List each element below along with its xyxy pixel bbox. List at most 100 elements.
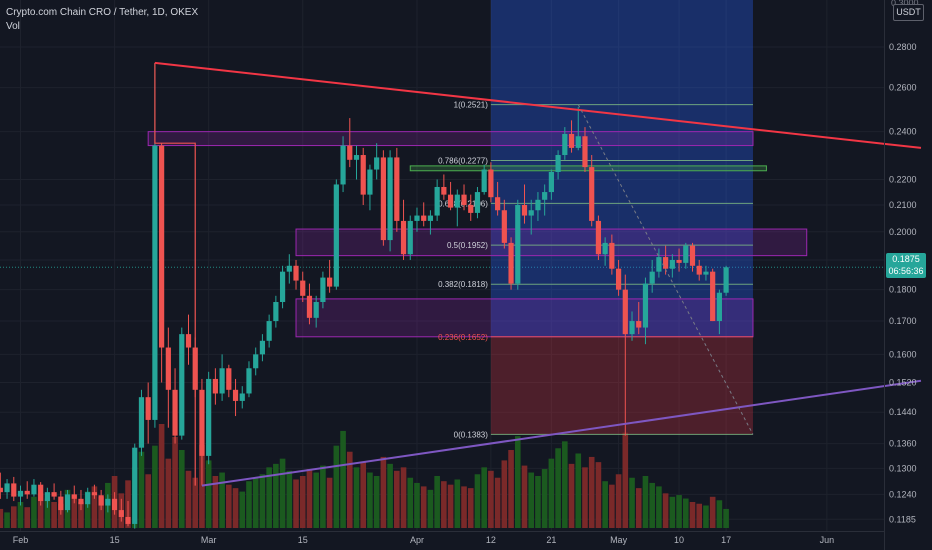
candle-body xyxy=(125,516,131,524)
time-tick-label: Mar xyxy=(201,535,217,545)
pump-connector-line[interactable] xyxy=(154,62,196,486)
time-tick-label: 10 xyxy=(674,535,684,545)
candle-body xyxy=(353,155,360,160)
volume-bar xyxy=(629,477,635,528)
candle-body xyxy=(206,378,212,456)
candle-body xyxy=(447,194,454,208)
candle-body xyxy=(508,242,514,284)
candle-body xyxy=(669,259,675,269)
upper-zone[interactable] xyxy=(147,131,754,147)
candle-body xyxy=(589,167,595,221)
volume-bar xyxy=(44,498,51,528)
position-tool[interactable] xyxy=(490,0,753,435)
candle-body xyxy=(622,289,628,335)
time-axis[interactable]: Feb 15 Mar 15 Apr 12 21 May 10 17 Jun xyxy=(13,535,834,545)
price-tick-label: 0.1800 xyxy=(889,285,917,295)
candle-body xyxy=(387,157,393,241)
candle-body xyxy=(118,510,124,517)
candle-body xyxy=(279,271,286,303)
candle-body xyxy=(562,133,568,156)
volume-bar xyxy=(232,488,239,528)
volume-bar xyxy=(635,488,642,528)
symbol-title[interactable]: Crypto.com Chain CRO / Tether, 1D, OKEX xyxy=(6,7,199,18)
candle-body xyxy=(427,215,434,221)
volume-bar xyxy=(514,436,521,528)
volume-bar xyxy=(212,476,219,528)
candle-body xyxy=(159,145,165,348)
volume-bar xyxy=(562,441,568,528)
candle-body xyxy=(374,157,380,170)
volume-bar xyxy=(367,472,373,528)
volume-bar xyxy=(98,496,104,528)
volume-bar xyxy=(602,481,608,528)
price-tick-label: 0.1360 xyxy=(889,439,917,449)
candle-body xyxy=(132,447,138,524)
volume-bar xyxy=(434,476,440,528)
candle-body xyxy=(259,340,266,355)
volume-bar xyxy=(266,467,272,528)
volume-bar xyxy=(192,477,199,528)
candle-body xyxy=(111,498,118,511)
resistance-trendline[interactable] xyxy=(154,61,922,149)
candle-body xyxy=(602,242,608,255)
volume-bar xyxy=(394,470,400,528)
volume-bar xyxy=(165,458,172,528)
time-tick-label: Feb xyxy=(13,535,29,545)
volume-bars xyxy=(0,424,729,528)
volume-legend-label[interactable]: Vol xyxy=(6,21,20,32)
last-price-value: 0.1875 xyxy=(892,254,920,264)
candle-body xyxy=(286,265,292,272)
volume-bar xyxy=(91,486,98,528)
candle-body xyxy=(58,496,64,511)
volume-bar xyxy=(299,476,306,528)
candle-body xyxy=(360,155,366,195)
candle-body xyxy=(24,490,30,495)
candle-body xyxy=(226,368,232,390)
fib-level-label: 0.382(0.1818) xyxy=(438,280,488,289)
candle-body xyxy=(367,169,373,195)
candle-body xyxy=(407,220,413,255)
volume-bar xyxy=(239,491,246,528)
time-tick-label: 17 xyxy=(721,535,731,545)
volume-bar xyxy=(51,502,57,528)
volume-bar xyxy=(138,451,145,528)
lower-zone[interactable] xyxy=(295,298,754,338)
volume-bar xyxy=(353,467,360,528)
currency-unit-button[interactable]: USDT xyxy=(893,4,924,21)
volume-bar xyxy=(152,445,158,528)
candle-body xyxy=(293,265,299,281)
candle-body xyxy=(656,257,662,272)
trendlines[interactable] xyxy=(154,61,922,487)
candle-body xyxy=(501,210,507,243)
volume-bar xyxy=(326,477,333,528)
position-stop-area[interactable] xyxy=(490,336,753,435)
volume-bar xyxy=(37,493,44,528)
fib-diagonal-trendline[interactable] xyxy=(577,104,754,435)
thin-zone[interactable] xyxy=(409,165,767,172)
volume-bar xyxy=(185,470,192,528)
candle-body xyxy=(179,334,185,436)
candle-body xyxy=(51,492,57,497)
volume-bar xyxy=(494,477,501,528)
candle-body xyxy=(495,197,501,211)
candle-body xyxy=(703,271,709,275)
volume-bar xyxy=(84,491,91,528)
support-trendline[interactable] xyxy=(201,379,922,487)
volume-bar xyxy=(333,445,340,528)
volume-bar xyxy=(508,450,514,528)
volume-bar xyxy=(541,469,548,528)
candle-body xyxy=(0,487,3,493)
candle-body xyxy=(649,271,655,284)
volume-bar xyxy=(548,458,555,528)
candle-body xyxy=(246,368,252,394)
candle-body xyxy=(85,492,91,505)
candle-body xyxy=(548,172,554,193)
candle-body xyxy=(595,220,602,255)
middle-zone[interactable] xyxy=(295,228,808,257)
candle-body xyxy=(253,354,259,369)
fib-level-label: 0.5(0.1952) xyxy=(447,241,488,250)
volume-bar xyxy=(252,477,259,528)
position-target-area[interactable] xyxy=(490,0,753,337)
volume-bar xyxy=(649,482,655,528)
